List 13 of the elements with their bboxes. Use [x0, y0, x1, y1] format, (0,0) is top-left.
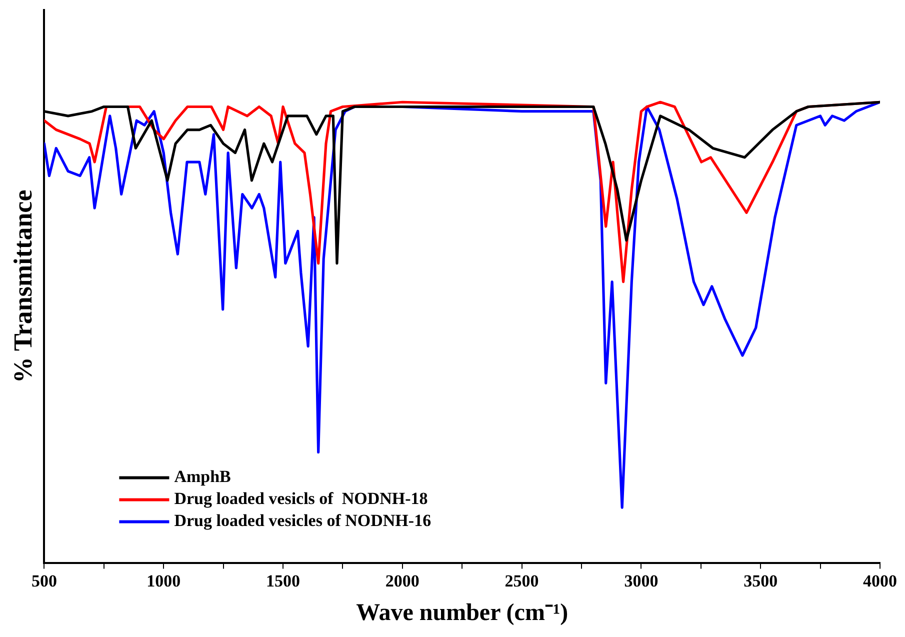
y-axis-title: % Transmittance	[8, 190, 38, 384]
x-tick-label: 3000	[624, 571, 658, 590]
x-tick-label: 2500	[504, 571, 539, 590]
x-tick-label: 1000	[146, 571, 181, 590]
legend-label: Drug loaded vesicls of NODNH-18	[174, 489, 428, 508]
legend-label: Drug loaded vesicles of NODNH-16	[174, 511, 432, 530]
x-tick-label: 2000	[385, 571, 420, 590]
x-tick-label: 4000	[863, 571, 897, 590]
legend-label: AmphB	[174, 467, 231, 486]
x-tick-label: 500	[31, 571, 57, 590]
x-axis-title: Wave number (cm⁻¹)	[356, 600, 568, 626]
x-tick-label: 1500	[266, 571, 300, 590]
x-tick-label: 3500	[744, 571, 778, 590]
